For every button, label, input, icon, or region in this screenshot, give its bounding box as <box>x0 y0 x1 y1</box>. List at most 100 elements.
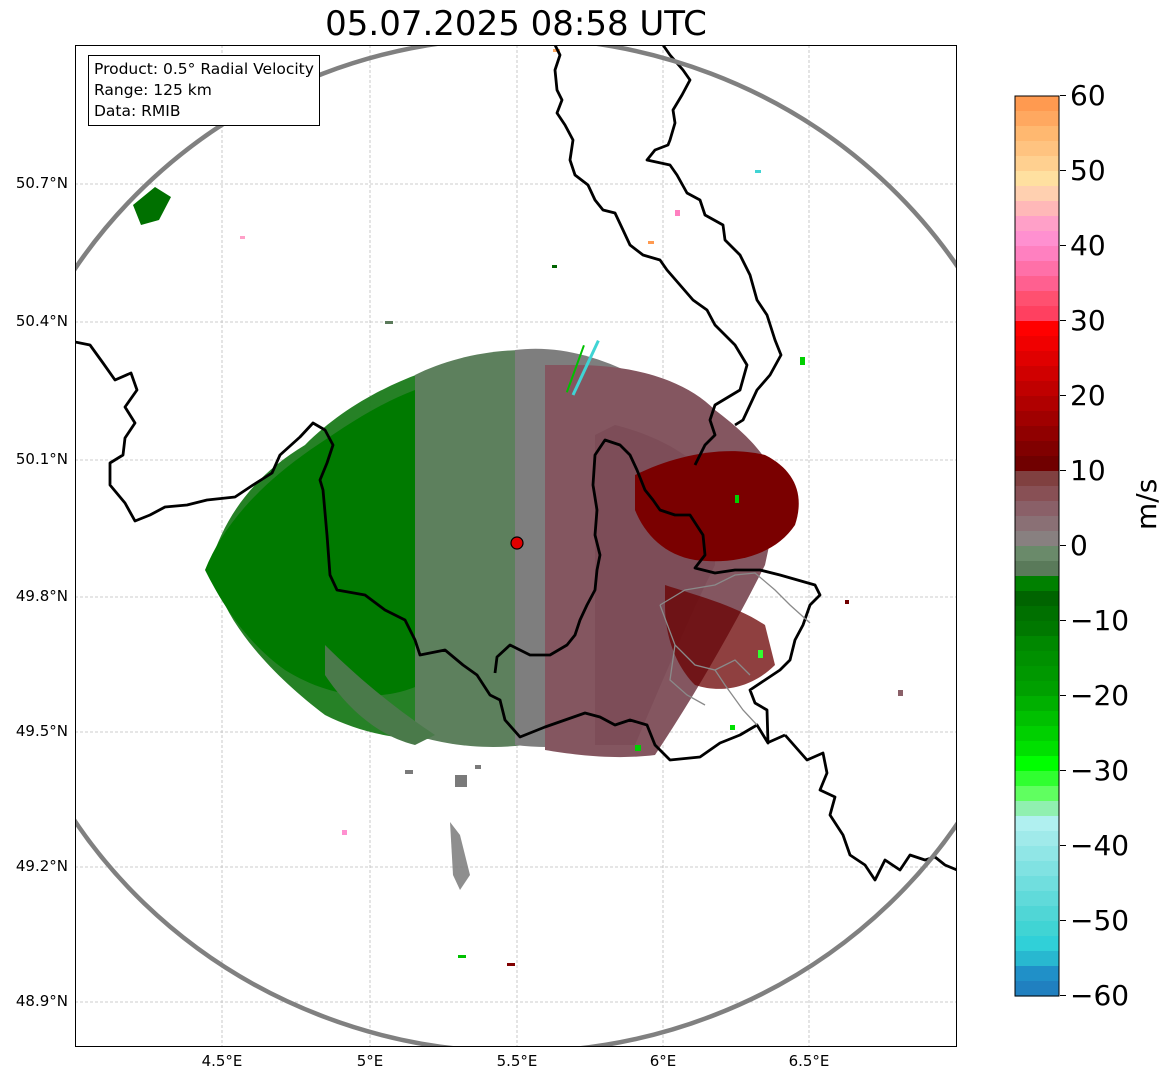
colorbar-segment <box>1015 846 1059 862</box>
colorbar-segment <box>1015 561 1059 577</box>
radar-echoes <box>133 49 903 966</box>
colorbar-segment <box>1015 786 1059 802</box>
lon-label-4-5: 4.5°E <box>201 1052 243 1070</box>
colorbar-tick-mark <box>1060 545 1066 546</box>
colorbar-segment <box>1015 366 1059 382</box>
colorbar-segment <box>1015 981 1059 997</box>
lat-label-49-2: 49.2°N <box>15 857 68 875</box>
colorbar-segment <box>1015 381 1059 397</box>
colorbar-segment <box>1015 831 1059 847</box>
colorbar-tick-label: −20 <box>1070 679 1130 712</box>
colorbar-segment <box>1015 156 1059 172</box>
colorbar-segment <box>1015 906 1059 922</box>
colorbar-segment <box>1015 336 1059 352</box>
colorbar-tick-label: −10 <box>1070 604 1130 637</box>
colorbar-tick-mark <box>1060 770 1066 771</box>
colorbar-segment <box>1015 951 1059 967</box>
colorbar-segment <box>1015 861 1059 877</box>
country-borders <box>75 45 957 882</box>
colorbar-segment <box>1015 456 1059 472</box>
colorbar-tick-label: 40 <box>1070 229 1106 262</box>
colorbar-segment <box>1015 546 1059 562</box>
colorbar-segment <box>1015 96 1059 112</box>
colorbar-unit-label: m/s <box>1130 478 1163 530</box>
lon-label-6: 6°E <box>649 1052 677 1070</box>
product-info-box: Product: 0.5° Radial Velocity Range: 125… <box>88 55 320 126</box>
lat-label-50-7: 50.7°N <box>15 174 68 192</box>
map-title: 05.07.2025 08:58 UTC <box>325 4 707 44</box>
lat-label-49-5: 49.5°N <box>15 722 68 740</box>
colorbar-tick-mark <box>1060 170 1066 171</box>
colorbar-segment <box>1015 966 1059 982</box>
colorbar-segment <box>1015 891 1059 907</box>
colorbar-tick-label: 0 <box>1070 529 1088 562</box>
colorbar-segment <box>1015 291 1059 307</box>
colorbar-tick-label: 20 <box>1070 379 1106 412</box>
colorbar-segment <box>1015 246 1059 262</box>
colorbar-tick-label: 50 <box>1070 154 1106 187</box>
colorbar-segment <box>1015 591 1059 607</box>
district-borders <box>659 572 811 726</box>
colorbar-segment <box>1015 396 1059 412</box>
colorbar-segment <box>1015 201 1059 217</box>
colorbar-segment <box>1015 681 1059 697</box>
lat-label-48-9: 48.9°N <box>15 992 68 1010</box>
colorbar-tick-label: −50 <box>1070 904 1130 937</box>
colorbar-tick-mark <box>1060 620 1066 621</box>
colorbar-segment <box>1015 276 1059 292</box>
colorbar-segment <box>1015 126 1059 142</box>
lon-label-5-5: 5.5°E <box>496 1052 538 1070</box>
product-label: Product: 0.5° Radial Velocity <box>94 60 314 78</box>
colorbar-segment <box>1015 141 1059 157</box>
range-label: Range: 125 km <box>94 81 212 99</box>
colorbar-segment <box>1015 666 1059 682</box>
colorbar-segment <box>1015 171 1059 187</box>
data-source-label: Data: RMIB <box>94 102 181 120</box>
colorbar-tick-mark <box>1060 245 1066 246</box>
colorbar-segment <box>1015 261 1059 277</box>
radar-site-marker <box>510 536 524 550</box>
colorbar-segment <box>1015 486 1059 502</box>
colorbar-tick-label: 60 <box>1070 79 1106 112</box>
colorbar-segment <box>1015 936 1059 952</box>
colorbar-segment <box>1015 501 1059 517</box>
colorbar-segment <box>1015 636 1059 652</box>
colorbar-tick-mark <box>1060 695 1066 696</box>
colorbar-segment <box>1015 816 1059 832</box>
lat-label-50-1: 50.1°N <box>15 450 68 468</box>
colorbar-tick-mark <box>1060 320 1066 321</box>
colorbar-segment <box>1015 576 1059 592</box>
colorbar-segment <box>1015 711 1059 727</box>
colorbar-tick-label: −60 <box>1070 979 1130 1012</box>
colorbar-segment <box>1015 621 1059 637</box>
colorbar-segment <box>1015 111 1059 127</box>
colorbar-tick-mark <box>1060 995 1066 996</box>
colorbar-segment <box>1015 441 1059 457</box>
lon-label-6-5: 6.5°E <box>788 1052 830 1070</box>
colorbar-segment <box>1015 216 1059 232</box>
colorbar-tick-mark <box>1060 395 1066 396</box>
colorbar-segment <box>1015 876 1059 892</box>
colorbar-segment <box>1015 471 1059 487</box>
colorbar-tick-mark <box>1060 95 1066 96</box>
colorbar-tick-mark <box>1060 470 1066 471</box>
colorbar-segment <box>1015 531 1059 547</box>
lat-label-49-8: 49.8°N <box>15 587 68 605</box>
colorbar-segment <box>1015 231 1059 247</box>
colorbar-segment <box>1015 516 1059 532</box>
colorbar-tick-label: 30 <box>1070 304 1106 337</box>
colorbar-segment <box>1015 696 1059 712</box>
colorbar-segment <box>1015 321 1059 337</box>
colorbar-segment <box>1015 186 1059 202</box>
colorbar-segment <box>1015 726 1059 742</box>
colorbar-segment <box>1015 411 1059 427</box>
colorbar-segment <box>1015 801 1059 817</box>
colorbar-segment <box>1015 756 1059 772</box>
colorbar-segment <box>1015 741 1059 757</box>
colorbar-segment <box>1015 651 1059 667</box>
colorbar-tick-mark <box>1060 920 1066 921</box>
colorbar-tick-mark <box>1060 845 1066 846</box>
colorbar-tick-label: −40 <box>1070 829 1130 862</box>
velocity-colorbar <box>1014 95 1060 997</box>
colorbar-segment <box>1015 771 1059 787</box>
